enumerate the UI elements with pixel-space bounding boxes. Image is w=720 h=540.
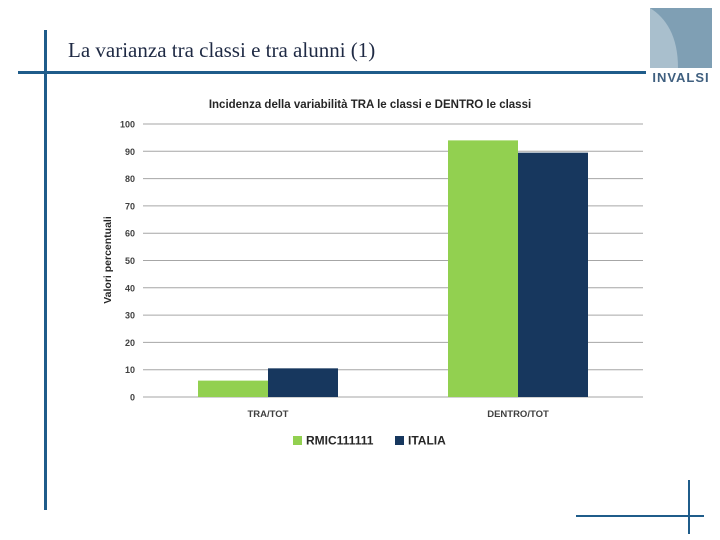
y-tick-label: 80 [125,174,135,184]
x-tick-label: DENTRO/TOT [487,409,549,420]
y-tick-label: 50 [125,256,135,266]
x-tick-label: TRA/TOT [248,409,289,420]
y-tick-label: 70 [125,201,135,211]
y-tick-label: 20 [125,338,135,348]
y-tick-label: 60 [125,229,135,239]
logo-text: INVALSI [652,70,710,85]
legend-swatch [395,436,404,445]
legend: RMIC111111 ITALIA [293,434,446,448]
bars [198,140,588,397]
legend-label: ITALIA [408,434,446,448]
y-tick-label: 0 [130,393,135,403]
legend-swatch [293,436,302,445]
y-tick-label: 100 [120,120,135,130]
y-tick-label: 30 [125,311,135,321]
bar-italia-0 [268,368,338,397]
gridlines [143,123,643,398]
slide-title: La varianza tra classi e tra alunni (1) [68,38,376,62]
invalsi-logo-icon [650,8,712,68]
corner-vertical-rule [688,480,690,534]
y-axis-label: Valori percentuali [102,216,114,304]
bar-rmic111111-0 [198,380,268,397]
legend-label: RMIC111111 [306,434,374,448]
y-tick-label: 10 [125,365,135,375]
logo-fold [650,8,678,68]
bar-italia-1 [518,152,588,397]
corner-horizontal-rule [576,515,704,517]
y-tick-labels: 0 10 20 30 40 50 60 70 80 90 100 [120,120,135,403]
chart-title: Incidenza della variabilità TRA le class… [209,99,531,111]
y-tick-label: 90 [125,147,135,157]
y-tick-label: 40 [125,283,135,293]
x-tick-labels: TRA/TOT DENTRO/TOT [248,409,549,420]
left-vertical-rule [44,30,47,510]
bar-chart: Incidenza della variabilità TRA le class… [102,99,643,448]
title-underline [18,71,646,74]
bar-rmic111111-1 [448,140,518,397]
